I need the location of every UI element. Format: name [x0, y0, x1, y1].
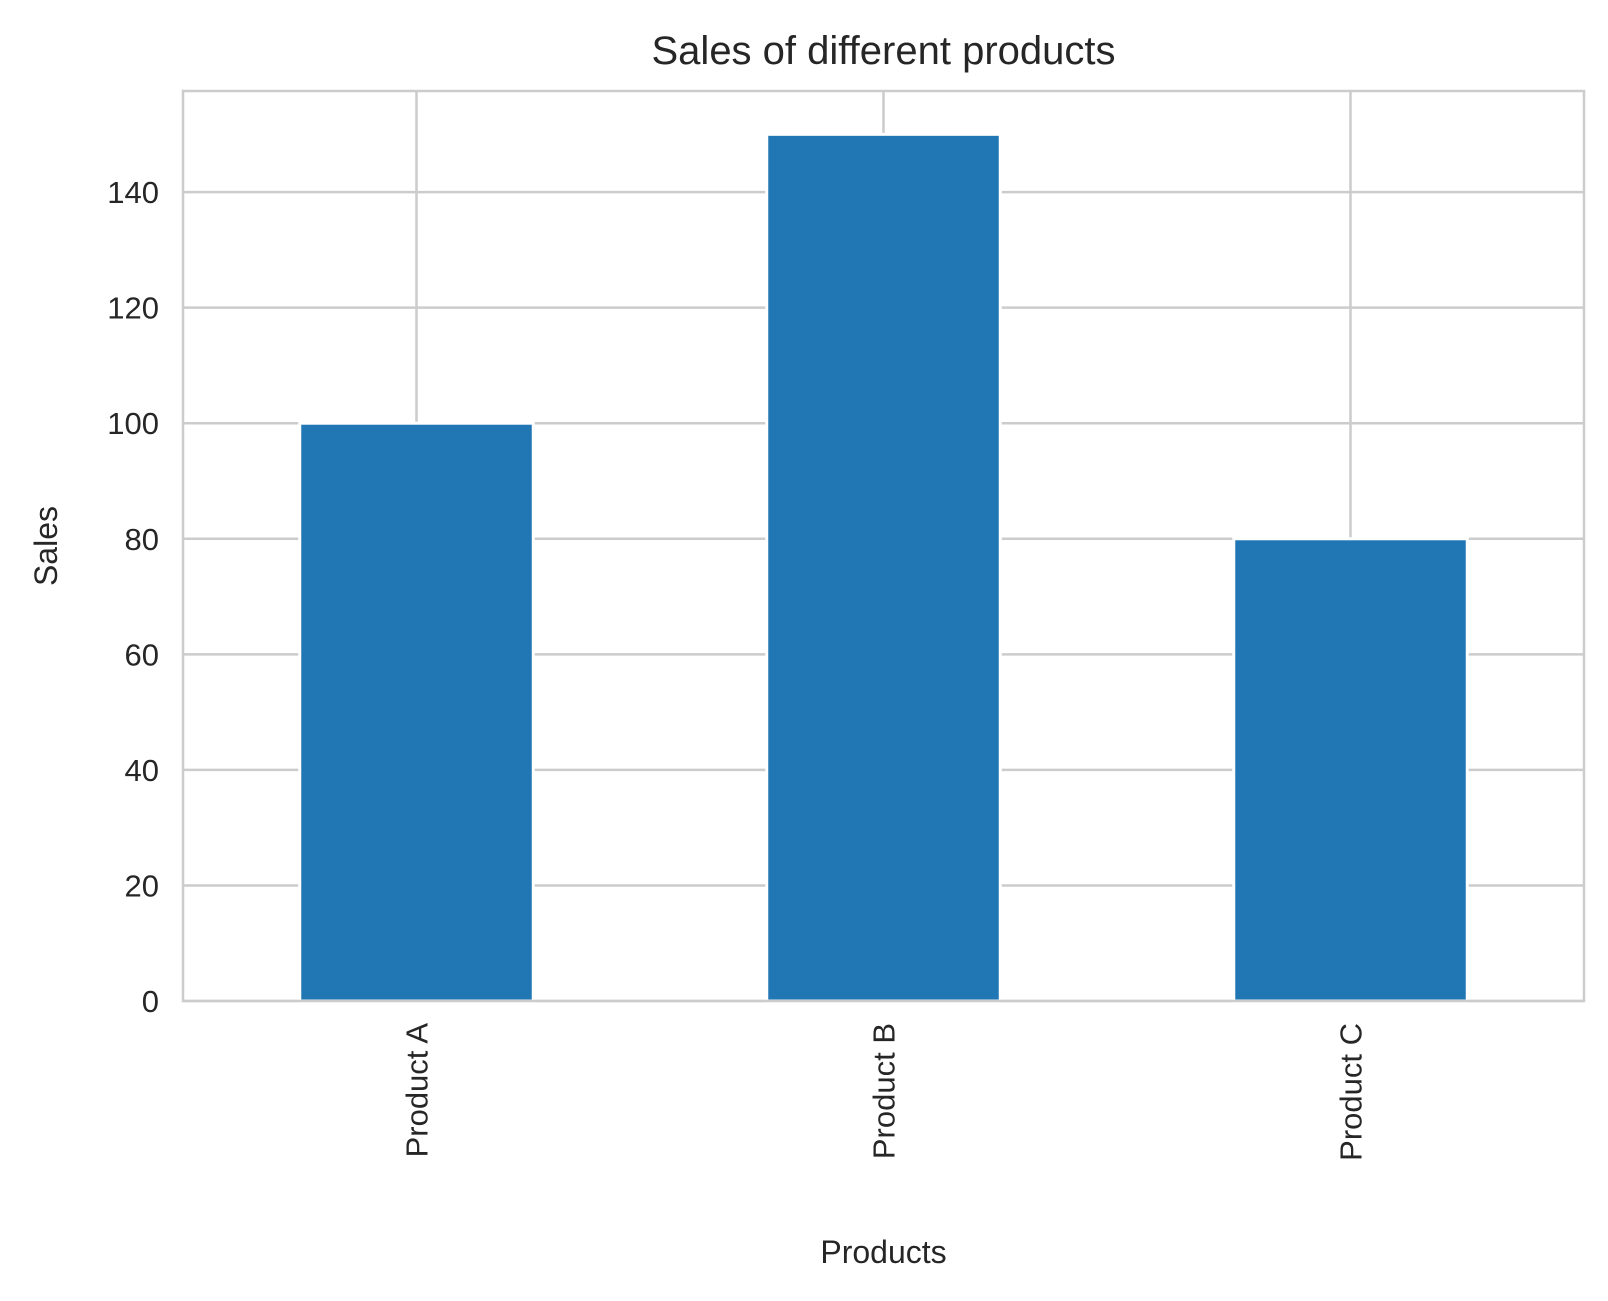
- y-tick-label: 80: [125, 522, 159, 557]
- x-tick-label: Product A: [400, 1023, 435, 1158]
- y-tick-label: 100: [107, 406, 159, 441]
- x-axis-label: Products: [820, 1234, 946, 1270]
- bar: [298, 421, 535, 1003]
- y-axis-label: Sales: [28, 506, 64, 586]
- y-tick-label: 120: [107, 291, 159, 326]
- plot-frame: [181, 89, 1586, 1003]
- y-tick-label: 0: [142, 984, 159, 1019]
- x-tick-label: Product B: [867, 1023, 902, 1159]
- x-tick-labels: Product A Product B Product C: [400, 1023, 1369, 1161]
- bars-layer: [298, 132, 1469, 1003]
- y-tick-label: 20: [125, 868, 159, 903]
- axes-spines: [181, 89, 1586, 1003]
- bar: [1232, 537, 1469, 1003]
- x-tick-label: Product C: [1334, 1023, 1369, 1161]
- y-tick-label: 60: [125, 637, 159, 672]
- bar: [765, 132, 1002, 1003]
- y-tick-labels: 0 20 40 60 80 100 120 140: [107, 175, 159, 1019]
- chart-title: Sales of different products: [652, 29, 1116, 73]
- y-tick-label: 40: [125, 753, 159, 788]
- y-tick-label: 140: [107, 175, 159, 210]
